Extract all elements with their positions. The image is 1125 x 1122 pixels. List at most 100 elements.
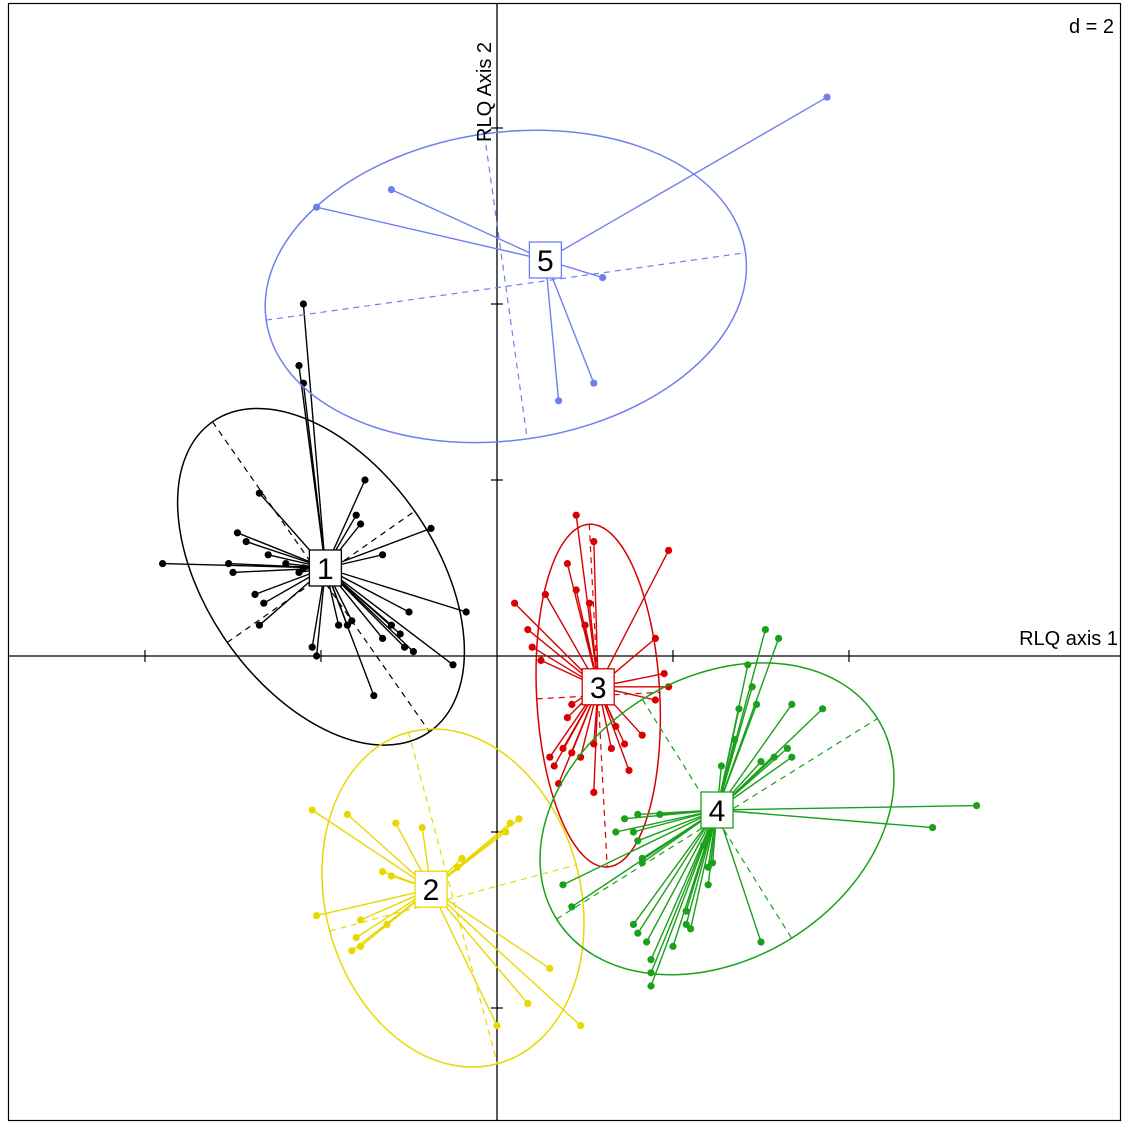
group-4-point bbox=[630, 828, 637, 835]
group-5-point bbox=[388, 186, 395, 193]
group-2-point bbox=[344, 811, 351, 818]
group-1-point bbox=[251, 591, 258, 598]
group-1 bbox=[119, 300, 523, 797]
group-4-star-line bbox=[717, 810, 761, 942]
group-1-point bbox=[229, 569, 236, 576]
group-4-point bbox=[687, 925, 694, 932]
group-3-point bbox=[568, 749, 575, 756]
group-2-label-text: 2 bbox=[423, 874, 440, 907]
group-4-point bbox=[647, 969, 654, 976]
group-2-point bbox=[357, 943, 364, 950]
group-2-point bbox=[524, 1000, 531, 1007]
group-4-star-line bbox=[717, 806, 977, 810]
group-2-point bbox=[348, 947, 355, 954]
group-4-point bbox=[735, 705, 742, 712]
group-2-point bbox=[313, 912, 320, 919]
group-1-point bbox=[260, 600, 267, 607]
group-labels: 12345 bbox=[309, 242, 733, 907]
group-1-point bbox=[159, 560, 166, 567]
group-2-point bbox=[353, 934, 360, 941]
group-5-point bbox=[599, 274, 606, 281]
y-axis-label: RLQ Axis 2 bbox=[474, 42, 496, 142]
group-4-point bbox=[973, 802, 980, 809]
group-4-point bbox=[771, 754, 778, 761]
group-5-star-line bbox=[317, 207, 546, 260]
group-3-point bbox=[568, 701, 575, 708]
group-3-point bbox=[573, 586, 580, 593]
group-3-point bbox=[590, 538, 597, 545]
group-2-star-line bbox=[312, 810, 431, 889]
group-2-point bbox=[388, 872, 395, 879]
group-2-point bbox=[309, 806, 316, 813]
group-4-point bbox=[612, 828, 619, 835]
group-2-point bbox=[383, 921, 390, 928]
group-1-point bbox=[335, 622, 342, 629]
group-3-point bbox=[529, 644, 536, 651]
group-3-point bbox=[625, 767, 632, 774]
group-3-point bbox=[621, 740, 628, 747]
group-1-point bbox=[463, 608, 470, 615]
group-3-point bbox=[652, 696, 659, 703]
group-5-star-line bbox=[545, 260, 558, 401]
group-4-point bbox=[757, 938, 764, 945]
group-1-point bbox=[295, 569, 302, 576]
group-2-star-line bbox=[431, 889, 497, 1025]
group-4-point bbox=[788, 701, 795, 708]
group-2-point bbox=[507, 820, 514, 827]
group-1-point bbox=[309, 644, 316, 651]
group-4-point bbox=[568, 903, 575, 910]
group-4-point bbox=[634, 930, 641, 937]
group-2-point bbox=[379, 868, 386, 875]
group-1-point bbox=[379, 551, 386, 558]
group-2-point bbox=[546, 965, 553, 972]
group-2-point bbox=[419, 824, 426, 831]
group-5-point bbox=[823, 94, 830, 101]
group-4-point bbox=[929, 824, 936, 831]
group-1-point bbox=[370, 692, 377, 699]
group-3-point bbox=[661, 670, 668, 677]
group-3-point bbox=[608, 745, 615, 752]
group-4-point bbox=[639, 859, 646, 866]
group-2-ellipse bbox=[285, 699, 620, 1097]
group-1-point bbox=[300, 380, 307, 387]
group-4-point bbox=[647, 982, 654, 989]
group-3-point bbox=[524, 626, 531, 633]
group-1-point bbox=[405, 608, 412, 615]
group-1-point bbox=[388, 622, 395, 629]
group-1-point bbox=[256, 622, 263, 629]
group-4-point bbox=[819, 705, 826, 712]
group-1-point bbox=[410, 648, 417, 655]
group-2-star-line bbox=[431, 889, 550, 968]
group-4-point bbox=[647, 956, 654, 963]
group-3-point bbox=[665, 547, 672, 554]
group-4-point bbox=[630, 921, 637, 928]
group-1-point bbox=[357, 520, 364, 527]
group-1-point bbox=[401, 644, 408, 651]
group-2-point bbox=[454, 864, 461, 871]
group-5-point bbox=[590, 380, 597, 387]
group-2-point bbox=[458, 855, 465, 862]
group-1-point bbox=[282, 560, 289, 567]
group-3-point bbox=[542, 591, 549, 598]
group-3-point bbox=[564, 714, 571, 721]
group-5 bbox=[245, 94, 831, 473]
group-5-star-line bbox=[391, 190, 545, 260]
group-4-point bbox=[731, 736, 738, 743]
group-1-point bbox=[300, 300, 307, 307]
group-4-star-line bbox=[647, 810, 717, 942]
group-4-point bbox=[643, 938, 650, 945]
group-2-point bbox=[502, 828, 509, 835]
group-1-point bbox=[295, 362, 302, 369]
group-4-point bbox=[757, 758, 764, 765]
group-4-point bbox=[775, 635, 782, 642]
group-3-point bbox=[559, 745, 566, 752]
group-1-point bbox=[243, 538, 250, 545]
group-4-point bbox=[634, 811, 641, 818]
group-4-point bbox=[621, 815, 628, 822]
group-4-point bbox=[744, 661, 751, 668]
group-4-label: 4 bbox=[701, 792, 733, 828]
group-1-point bbox=[353, 512, 360, 519]
group-3-point bbox=[612, 723, 619, 730]
group-1-label: 1 bbox=[309, 550, 341, 586]
group-5-ellipse-axis-2 bbox=[484, 134, 527, 439]
